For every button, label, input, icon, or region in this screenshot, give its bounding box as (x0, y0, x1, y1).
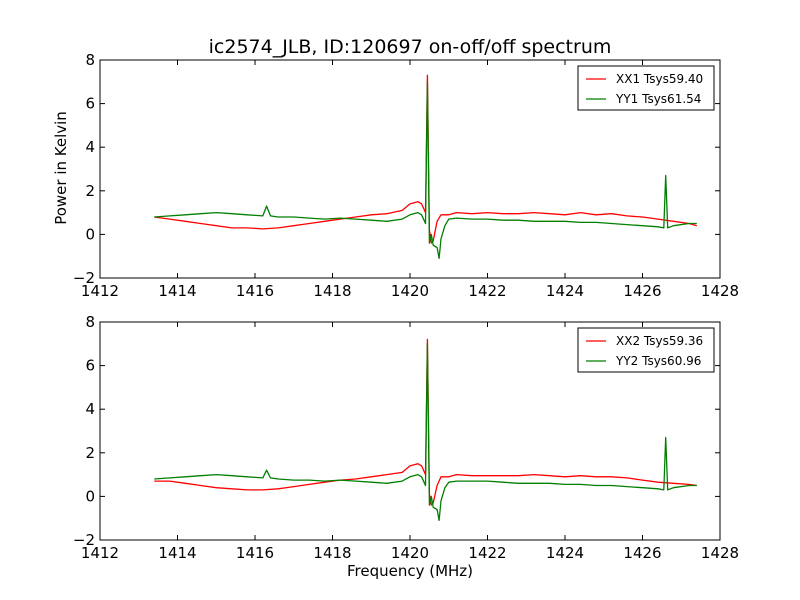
x-tick-label: 1426 (623, 544, 661, 562)
y-tick-label: 8 (85, 51, 95, 69)
x-tick-label: 1428 (701, 282, 739, 300)
top-panel: 1412 1414 1416 1418 1420 1422 1424 1426 1428 −2 0 2… (73, 51, 739, 300)
legend-label: XX1 Tsys59.40 (616, 72, 703, 86)
x-tick-label: 1420 (391, 282, 429, 300)
figure-title: ic2574_JLB, ID:120697 on-off/off spectru… (209, 36, 612, 58)
y-tick-label: 6 (85, 357, 95, 375)
y-tick-label: 4 (85, 400, 95, 418)
x-tick-label: 1426 (623, 282, 661, 300)
legend-label: YY1 Tsys61.54 (615, 92, 701, 106)
x-tick-label: 1418 (313, 544, 351, 562)
x-tick-label: 1412 (81, 282, 119, 300)
series-line-yy (154, 343, 697, 522)
bottom-panel: 1412 1414 1416 1418 1420 1422 1424 1426 1428 −2 0 2… (73, 313, 739, 562)
x-tick-label: 1424 (546, 544, 584, 562)
x-tick-label: 1416 (236, 544, 274, 562)
x-tick-label: 1422 (468, 282, 506, 300)
y-tick-label: 0 (85, 487, 95, 505)
y-tick-label: 0 (85, 225, 95, 243)
y-tick-label: −2 (73, 269, 95, 287)
legend-box (577, 65, 715, 111)
x-tick-label: 1422 (468, 544, 506, 562)
y-tick-label: 4 (85, 138, 95, 156)
y-tick-label: 2 (85, 444, 95, 462)
x-tick-label: 1420 (391, 544, 429, 562)
x-tick-label: 1424 (546, 282, 584, 300)
x-tick-label: 1414 (158, 282, 196, 300)
x-axis-title: Frequency (MHz) (347, 562, 473, 580)
y-tick-label: 2 (85, 182, 95, 200)
x-tick-label: 1428 (701, 544, 739, 562)
series-line-yy (154, 81, 697, 260)
y-axis-title: Power in Kelvin (52, 111, 70, 225)
legend-label: YY2 Tsys60.96 (615, 354, 701, 368)
legend-box (577, 327, 715, 373)
y-tick-label: −2 (73, 531, 95, 549)
y-tick-label: 6 (85, 95, 95, 113)
y-tick-label: 8 (85, 313, 95, 331)
x-tick-label: 1416 (236, 282, 274, 300)
x-tick-label: 1412 (81, 544, 119, 562)
x-tick-label: 1414 (158, 544, 196, 562)
x-tick-label: 1418 (313, 282, 351, 300)
legend-label: XX2 Tsys59.36 (616, 334, 703, 348)
